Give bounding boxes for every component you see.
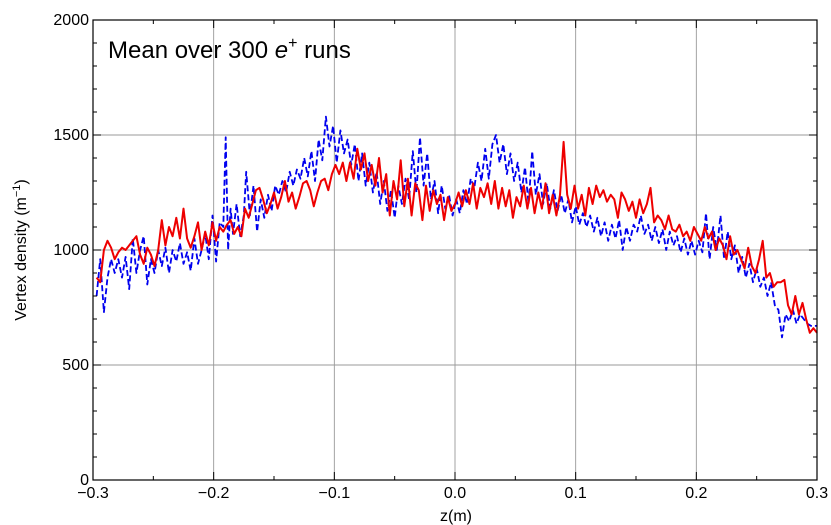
series-layer	[95, 115, 818, 339]
y-tick-label: 0	[80, 472, 89, 489]
x-tick-label: −0.2	[198, 485, 230, 502]
series-solid-line	[95, 140, 818, 334]
annotation-superscript: +	[288, 35, 297, 52]
y-tick-labels: 0 500 1000 1500 2000	[53, 12, 89, 489]
x-tick-label: 0.1	[565, 485, 587, 502]
x-tick-label: −0.3	[77, 485, 109, 502]
axis-ticks	[92, 19, 818, 481]
x-tick-labels: −0.3 −0.2 −0.1 0.0 0.1 0.2 0.3	[77, 485, 828, 502]
y-axis-title-superscript: −1	[11, 185, 23, 198]
y-tick-label: 500	[62, 357, 89, 374]
x-tick-label: −0.1	[319, 485, 351, 502]
y-tick-label: 1500	[53, 127, 89, 144]
annotation-prefix: Mean over 300	[108, 37, 275, 64]
y-axis-title-main: Vertex density (m	[13, 197, 30, 321]
annotation-symbol: e	[275, 37, 288, 64]
y-tick-label: 2000	[53, 12, 89, 29]
chart-annotation: Mean over 300 e+ runs	[108, 35, 351, 64]
x-tick-label: 0.2	[685, 485, 707, 502]
x-axis-title: z(m)	[440, 508, 472, 525]
y-axis-title: Vertex density (m−1)	[11, 179, 30, 320]
x-tick-label: 0.3	[806, 485, 828, 502]
y-axis-title-close: )	[13, 179, 30, 184]
x-tick-label: 0.0	[444, 485, 466, 502]
annotation-suffix: runs	[297, 37, 350, 64]
y-tick-label: 1000	[53, 242, 89, 259]
series-dashed-line	[95, 115, 817, 339]
